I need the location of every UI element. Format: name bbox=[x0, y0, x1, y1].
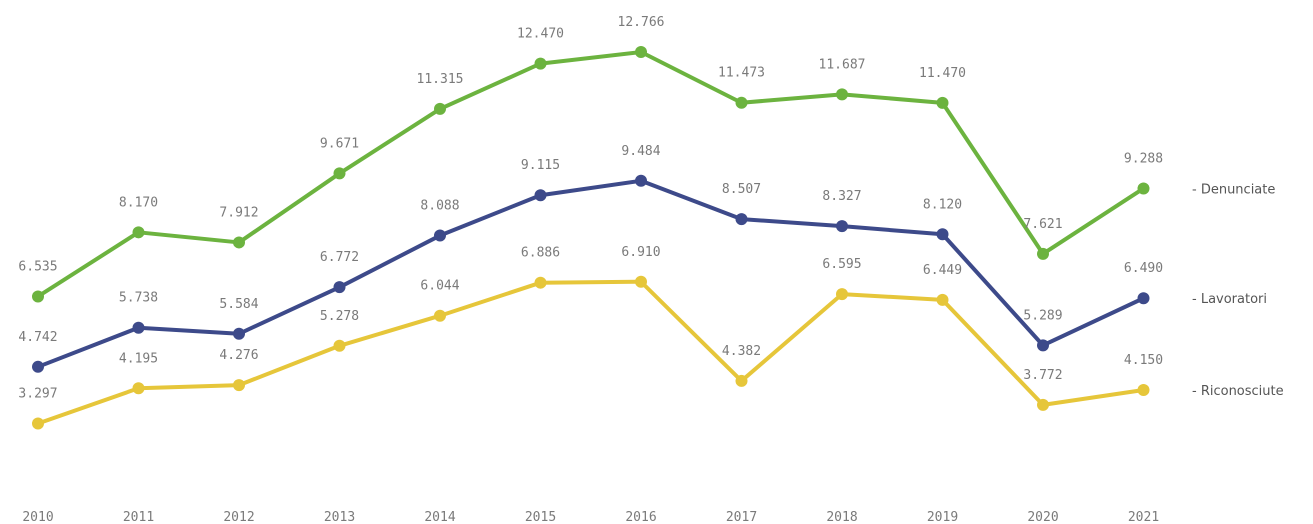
x-tick-2011: 2011 bbox=[123, 510, 154, 524]
data-point-lavoratori-2017 bbox=[735, 213, 748, 226]
data-label-riconosciute-2018: 6.595 bbox=[822, 257, 861, 272]
data-point-riconosciute-2018 bbox=[836, 288, 848, 301]
series-line-riconosciute bbox=[36, 279, 1146, 426]
data-label-denunciate-2014: 11.315 bbox=[417, 72, 464, 87]
data-point-riconosciute-2012 bbox=[233, 379, 245, 392]
data-point-denunciate-2011 bbox=[132, 226, 145, 239]
data-point-riconosciute-2010 bbox=[32, 417, 44, 430]
x-tick-2017: 2017 bbox=[726, 510, 757, 524]
x-tick-2018: 2018 bbox=[826, 510, 857, 524]
data-label-denunciate-2021: 9.288 bbox=[1124, 151, 1163, 166]
data-label-riconosciute-2015: 6.886 bbox=[521, 246, 560, 261]
data-point-denunciate-2016 bbox=[635, 46, 647, 58]
data-point-denunciate-2015 bbox=[534, 57, 547, 70]
legend: - Denunciate - Lavoratori - Riconosciute bbox=[1192, 182, 1284, 399]
x-tick-2010: 2010 bbox=[22, 510, 53, 524]
legend-item-lavoratori: - Lavoratori bbox=[1192, 292, 1267, 307]
data-point-denunciate-2012 bbox=[233, 236, 245, 249]
data-label-riconosciute-2014: 6.044 bbox=[420, 279, 459, 294]
data-label-riconosciute-2013: 5.278 bbox=[320, 309, 359, 324]
data-point-denunciate-2020 bbox=[1037, 247, 1049, 260]
data-label-denunciate-2012: 7.912 bbox=[219, 205, 258, 220]
data-label-riconosciute-2021: 4.150 bbox=[1124, 353, 1163, 368]
x-tick-2021: 2021 bbox=[1128, 510, 1159, 524]
series-line-denunciate bbox=[36, 50, 1146, 299]
data-point-lavoratori-2012 bbox=[233, 327, 245, 340]
data-point-lavoratori-2018 bbox=[836, 220, 848, 233]
legend-item-riconosciute: - Riconosciute bbox=[1192, 384, 1284, 399]
data-point-lavoratori-2011 bbox=[132, 321, 145, 334]
x-tick-2014: 2014 bbox=[424, 510, 455, 524]
data-point-riconosciute-2014 bbox=[434, 309, 446, 322]
data-point-denunciate-2021 bbox=[1137, 182, 1150, 195]
data-point-lavoratori-2013 bbox=[333, 281, 346, 294]
data-point-riconosciute-2019 bbox=[936, 293, 949, 306]
data-label-lavoratori-2021: 6.490 bbox=[1124, 261, 1163, 276]
data-label-lavoratori-2010: 4.742 bbox=[18, 330, 57, 345]
data-label-lavoratori-2016: 9.484 bbox=[621, 144, 660, 159]
data-point-denunciate-2010 bbox=[32, 290, 44, 303]
data-label-lavoratori-2019: 8.120 bbox=[923, 197, 962, 212]
data-point-denunciate-2014 bbox=[434, 102, 446, 115]
data-label-denunciate-2011: 8.170 bbox=[119, 195, 158, 210]
data-label-lavoratori-2013: 6.772 bbox=[320, 250, 359, 265]
data-point-riconosciute-2013 bbox=[333, 339, 346, 352]
data-point-lavoratori-2014 bbox=[434, 229, 446, 242]
data-label-riconosciute-2020: 3.772 bbox=[1023, 368, 1062, 383]
data-label-lavoratori-2020: 5.289 bbox=[1023, 308, 1062, 323]
data-label-denunciate-2017: 11.473 bbox=[718, 66, 765, 81]
legend-item-denunciate: - Denunciate bbox=[1192, 182, 1275, 197]
data-label-riconosciute-2010: 3.297 bbox=[18, 387, 57, 402]
data-point-denunciate-2017 bbox=[735, 96, 748, 109]
x-tick-2012: 2012 bbox=[223, 510, 254, 524]
data-point-denunciate-2019 bbox=[936, 96, 949, 109]
data-point-riconosciute-2016 bbox=[635, 275, 647, 288]
data-label-denunciate-2016: 12.766 bbox=[618, 15, 665, 30]
series-line-lavoratori bbox=[36, 178, 1146, 369]
data-label-denunciate-2020: 7.621 bbox=[1023, 217, 1062, 232]
data-label-riconosciute-2019: 6.449 bbox=[923, 263, 962, 278]
data-point-lavoratori-2021 bbox=[1137, 292, 1150, 305]
data-label-denunciate-2018: 11.687 bbox=[819, 57, 866, 72]
data-point-lavoratori-2019 bbox=[936, 228, 949, 241]
data-label-riconosciute-2012: 4.276 bbox=[219, 348, 258, 363]
data-point-lavoratori-2015 bbox=[534, 189, 547, 202]
data-point-riconosciute-2021 bbox=[1137, 384, 1150, 397]
data-label-riconosciute-2011: 4.195 bbox=[119, 351, 158, 366]
data-label-denunciate-2019: 11.470 bbox=[919, 66, 966, 81]
data-point-denunciate-2013 bbox=[333, 167, 346, 180]
x-tick-2013: 2013 bbox=[324, 510, 355, 524]
data-label-lavoratori-2012: 5.584 bbox=[219, 297, 258, 312]
x-tick-2019: 2019 bbox=[927, 510, 958, 524]
data-point-lavoratori-2016 bbox=[635, 174, 647, 187]
x-tick-2016: 2016 bbox=[625, 510, 656, 524]
data-label-lavoratori-2017: 8.507 bbox=[722, 182, 761, 197]
data-label-lavoratori-2015: 9.115 bbox=[521, 158, 560, 173]
data-label-lavoratori-2018: 8.327 bbox=[822, 189, 861, 204]
data-label-denunciate-2013: 9.671 bbox=[320, 136, 359, 151]
data-label-lavoratori-2011: 5.738 bbox=[119, 291, 158, 306]
data-label-riconosciute-2016: 6.910 bbox=[621, 245, 660, 260]
data-labels: 6.535 8.170 7.912 9.671 11.315 12.470 12.766 11… bbox=[18, 15, 1163, 402]
data-point-riconosciute-2017 bbox=[735, 374, 748, 387]
x-tick-2015: 2015 bbox=[525, 510, 556, 524]
data-point-riconosciute-2015 bbox=[534, 276, 547, 289]
series-lines bbox=[36, 50, 1146, 426]
data-point-riconosciute-2011 bbox=[132, 382, 145, 395]
x-axis-ticks: 2010 2011 2012 2013 2014 2015 2016 2017 2018 2019… bbox=[22, 510, 1159, 524]
data-point-lavoratori-2010 bbox=[32, 360, 44, 373]
data-point-denunciate-2018 bbox=[836, 88, 848, 101]
data-label-riconosciute-2017: 4.382 bbox=[722, 344, 761, 359]
series-points bbox=[32, 46, 1150, 430]
data-label-denunciate-2015: 12.470 bbox=[517, 27, 564, 42]
x-tick-2020: 2020 bbox=[1027, 510, 1058, 524]
data-label-denunciate-2010: 6.535 bbox=[18, 259, 57, 274]
data-point-lavoratori-2020 bbox=[1037, 339, 1049, 352]
data-label-lavoratori-2014: 8.088 bbox=[420, 199, 459, 214]
data-point-riconosciute-2020 bbox=[1037, 398, 1049, 411]
